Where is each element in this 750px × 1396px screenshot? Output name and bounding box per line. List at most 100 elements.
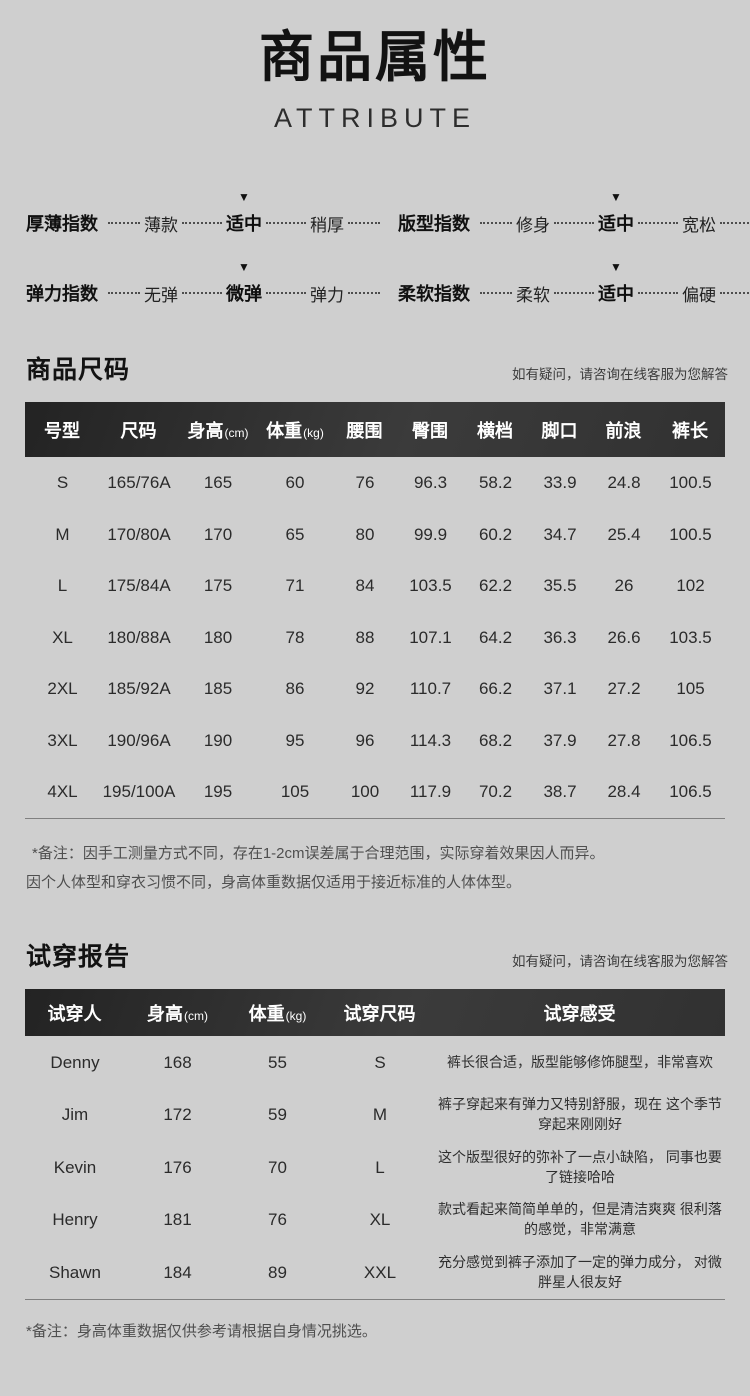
header-label: 尺码 <box>120 420 157 441</box>
size-table-header-cell: 前浪 <box>606 417 643 443</box>
cell-tester-height: 181 <box>163 1210 192 1229</box>
cell-pant-length: 100.5 <box>669 524 712 544</box>
index-option: 宽松 <box>682 215 716 235</box>
cell-hip: 107.1 <box>409 627 452 647</box>
index-option: 无弹 <box>144 285 178 305</box>
cell-hip: 96.3 <box>413 473 448 492</box>
fit-section-header: 试穿报告 如有疑问，请咨询在线客服为您解答 <box>26 937 728 973</box>
header-label: 腰围 <box>346 420 383 441</box>
cell-pant-length: 102 <box>676 576 705 595</box>
cell-tester-weight: 70 <box>268 1157 287 1177</box>
cell-weight: 86 <box>285 679 305 698</box>
cell-size-code: 4XL <box>47 782 78 801</box>
index-option-selected: ▼ 微弹 <box>226 261 262 306</box>
attribute-scales: 厚薄指数 薄款 ▼ 适中 稍厚 版型指数 修身 ▼ 适中 宽松 <box>0 190 750 306</box>
index-option: 弹力 <box>310 285 344 305</box>
size-remark-line: 因个人体型和穿衣习惯不同，身高体重数据仅适用于接近标准的人体体型。 <box>26 874 522 891</box>
cell-size-spec: 195/100A <box>102 782 176 801</box>
cell-feedback: 充分感觉到裤子添加了一定的弹力成分， 对微胖星人很友好 <box>438 1253 722 1290</box>
header-unit: (cm) <box>184 1008 208 1023</box>
cell-pant-length: 100.5 <box>669 473 712 492</box>
cell-height: 175 <box>203 576 233 595</box>
leader-dots <box>720 292 750 295</box>
cell-weight: 78 <box>285 627 305 647</box>
cell-front-rise: 27.8 <box>607 730 641 750</box>
index-option-selected-label: 微弹 <box>226 284 262 305</box>
header-label: 裤长 <box>672 420 708 441</box>
cell-front-rise: 25.4 <box>607 524 641 544</box>
size-table-row: 2XL 185/92A 185 86 92 110.7 66.2 37.1 27… <box>25 663 725 715</box>
cell-hip: 110.7 <box>409 679 452 698</box>
size-table-header-cell: 尺码 <box>121 417 158 443</box>
cell-size-spec: 180/88A <box>107 627 171 647</box>
cell-front-rise: 27.2 <box>607 679 641 698</box>
cell-leg-opening: 34.7 <box>543 524 577 544</box>
cell-height: 170 <box>203 524 233 544</box>
fit-table-header-cell: 体重(kg) <box>249 1000 307 1026</box>
cell-hip: 117.9 <box>409 782 452 801</box>
leader-dots <box>182 292 222 295</box>
selected-marker-icon: ▼ <box>238 190 250 205</box>
cell-leg-opening: 37.9 <box>543 730 577 750</box>
cell-tester-height: 176 <box>163 1157 192 1177</box>
fit-table-body: Denny 168 55 S 裤长很合适，版型能够修饰腿型，非常喜欢 Jim 1… <box>25 1036 725 1299</box>
cell-tester-name: Denny <box>50 1052 100 1072</box>
size-section-title: 商品尺码 <box>26 356 131 385</box>
index-scale-label: 弹力指数 <box>26 284 98 305</box>
header-label: 身高 <box>147 1003 183 1024</box>
size-remarks: *备注：因手工测量方式不同，存在1-2cm误差属于合理范围，实际穿着效果因人而异… <box>26 839 724 898</box>
cell-leg-opening: 35.5 <box>543 576 577 595</box>
cell-thigh: 60.2 <box>478 524 513 544</box>
cell-waist: 76 <box>355 473 375 492</box>
cell-height: 195 <box>203 782 233 801</box>
leader-dots <box>348 292 380 295</box>
index-scale: 版型指数 修身 ▼ 适中 宽松 <box>398 191 750 236</box>
cell-weight: 60 <box>285 473 305 492</box>
cell-waist: 100 <box>350 782 380 801</box>
index-scale-label: 厚薄指数 <box>26 214 98 235</box>
index-option: 稍厚 <box>310 215 344 235</box>
header-label: 号型 <box>44 420 80 441</box>
cell-size-spec: 170/80A <box>107 524 171 544</box>
size-table-header-cell: 臀围 <box>412 417 449 443</box>
cell-waist: 84 <box>355 576 375 595</box>
cell-feedback: 这个版型很好的弥补了一点小缺陷， 同事也要了链接哈哈 <box>438 1148 722 1185</box>
size-table-row: 3XL 190/96A 190 95 96 114.3 68.2 37.9 27… <box>25 715 725 767</box>
cell-size-spec: 165/76A <box>107 473 171 492</box>
fit-section-title: 试穿报告 <box>26 943 131 972</box>
leader-dots <box>182 222 222 225</box>
cell-leg-opening: 36.3 <box>543 627 577 647</box>
page-title: 商品属性 <box>258 26 491 88</box>
fit-section-service-note: 如有疑问，请咨询在线客服为您解答 <box>512 954 728 970</box>
leader-dots <box>480 222 512 225</box>
cell-pant-length: 103.5 <box>669 627 712 647</box>
cell-size-code: M <box>55 524 70 544</box>
cell-leg-opening: 37.1 <box>543 679 577 698</box>
page-header: 商品属性 ATTRIBUTE <box>0 0 750 134</box>
cell-front-rise: 26 <box>614 576 634 595</box>
leader-dots <box>638 292 678 295</box>
size-table-row: L 175/84A 175 71 84 103.5 62.2 35.5 26 1… <box>25 560 725 612</box>
index-option: 修身 <box>516 215 550 235</box>
cell-thigh: 64.2 <box>478 627 513 647</box>
size-table-row: XL 180/88A 180 78 88 107.1 64.2 36.3 26.… <box>25 612 725 664</box>
header-unit: (cm) <box>224 425 249 440</box>
size-table-header-cell: 身高(cm) <box>188 417 249 443</box>
size-table-header-cell: 脚口 <box>542 417 579 443</box>
cell-size-code: 2XL <box>47 679 78 698</box>
fit-remark: *备注：身高体重数据仅供参考请根据自身情况挑选。 <box>26 1322 377 1340</box>
size-table-row: S 165/76A 165 60 76 96.3 58.2 33.9 24.8 … <box>25 457 725 509</box>
cell-leg-opening: 38.7 <box>543 782 577 801</box>
size-remark-line: *备注：因手工测量方式不同，存在1-2cm误差属于合理范围，实际穿着效果因人而异… <box>32 844 605 862</box>
index-option: 薄款 <box>144 215 178 235</box>
cell-tester-name: Shawn <box>49 1262 101 1282</box>
cell-tester-name: Henry <box>52 1210 98 1229</box>
header-label: 臀围 <box>412 420 448 441</box>
leader-dots <box>108 222 140 225</box>
leader-dots <box>266 292 306 295</box>
header-label: 横档 <box>477 420 513 441</box>
cell-size-spec: 175/84A <box>107 576 171 595</box>
cell-thigh: 62.2 <box>478 576 513 595</box>
size-table-header-cell: 体重(kg) <box>266 417 324 443</box>
fit-table-header-cell: 身高(cm) <box>147 1000 208 1026</box>
